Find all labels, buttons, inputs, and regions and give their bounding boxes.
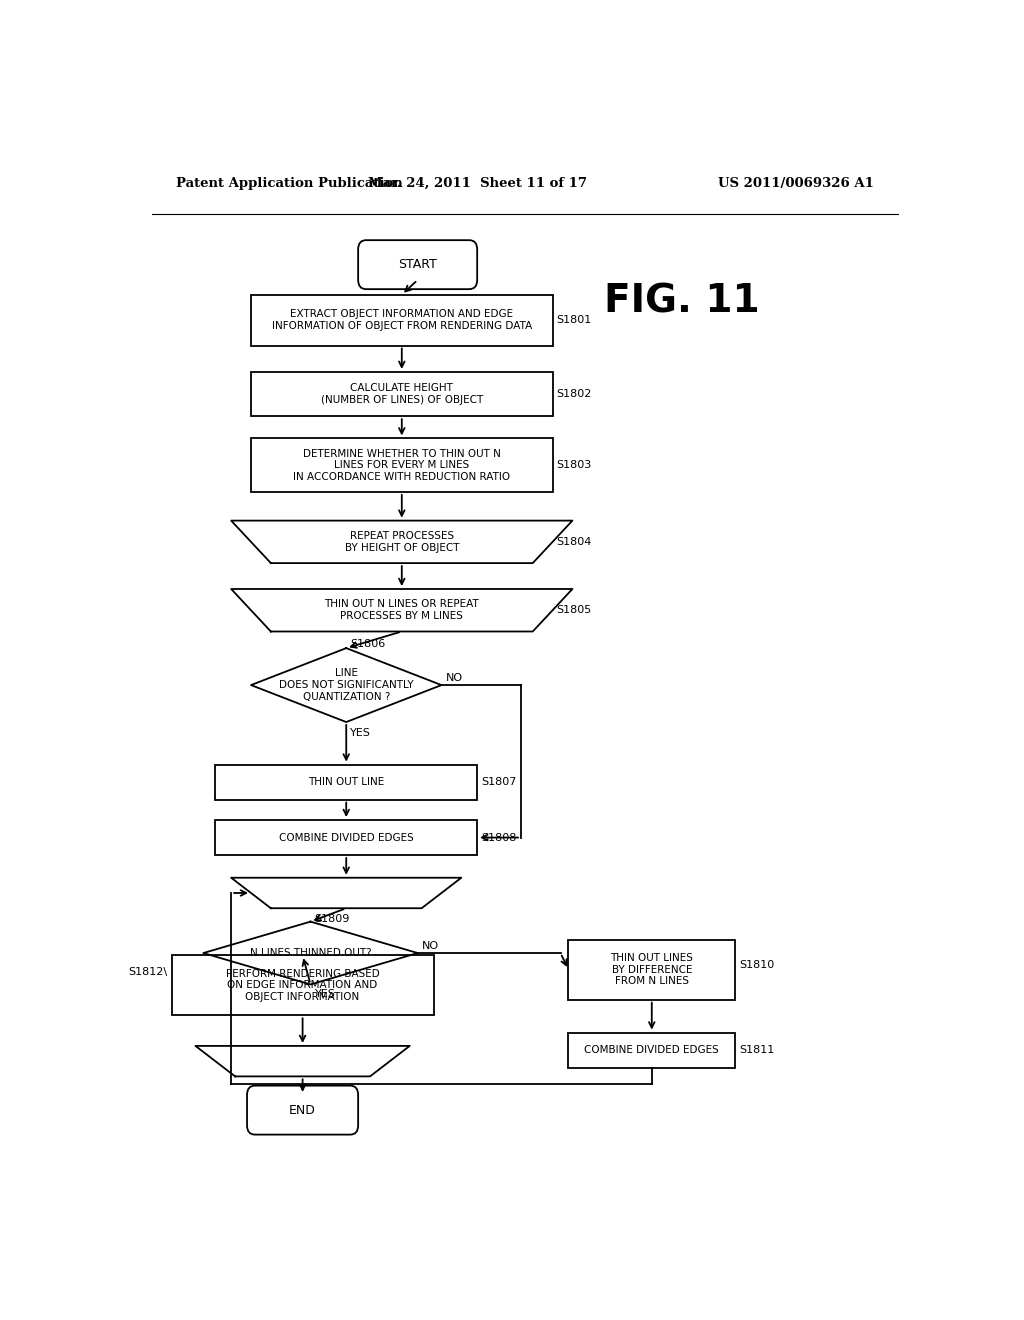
- Polygon shape: [196, 1045, 410, 1076]
- Bar: [251, 438, 553, 492]
- Text: S1808: S1808: [481, 833, 516, 842]
- Text: START: START: [398, 259, 437, 271]
- Text: THIN OUT LINE: THIN OUT LINE: [308, 777, 384, 787]
- Text: EXTRACT OBJECT INFORMATION AND EDGE
INFORMATION OF OBJECT FROM RENDERING DATA: EXTRACT OBJECT INFORMATION AND EDGE INFO…: [271, 309, 531, 331]
- Polygon shape: [231, 589, 572, 631]
- Text: LINE
DOES NOT SIGNIFICANTLY
QUANTIZATION ?: LINE DOES NOT SIGNIFICANTLY QUANTIZATION…: [279, 668, 414, 702]
- FancyBboxPatch shape: [358, 240, 477, 289]
- Text: PERFORM RENDERING BASED
ON EDGE INFORMATION AND
OBJECT INFORMATION: PERFORM RENDERING BASED ON EDGE INFORMAT…: [225, 969, 380, 1002]
- Text: S1804: S1804: [556, 537, 592, 546]
- Text: COMBINE DIVIDED EDGES: COMBINE DIVIDED EDGES: [279, 833, 414, 842]
- Text: S1801: S1801: [556, 315, 592, 325]
- Text: THIN OUT LINES
BY DIFFERENCE
FROM N LINES: THIN OUT LINES BY DIFFERENCE FROM N LINE…: [610, 953, 693, 986]
- Bar: [568, 1032, 735, 1068]
- Text: N LINES THINNED OUT?: N LINES THINNED OUT?: [250, 948, 372, 958]
- Polygon shape: [231, 878, 462, 908]
- Text: NO: NO: [445, 673, 463, 682]
- Text: S1806: S1806: [350, 639, 385, 649]
- Text: S1807: S1807: [481, 777, 516, 787]
- Bar: [172, 956, 433, 1015]
- Text: END: END: [289, 1104, 316, 1117]
- Text: REPEAT PROCESSES
BY HEIGHT OF OBJECT: REPEAT PROCESSES BY HEIGHT OF OBJECT: [344, 531, 459, 553]
- Text: FIG. 11: FIG. 11: [604, 282, 760, 321]
- Text: DETERMINE WHETHER TO THIN OUT N
LINES FOR EVERY M LINES
IN ACCORDANCE WITH REDUC: DETERMINE WHETHER TO THIN OUT N LINES FO…: [293, 449, 510, 482]
- Bar: [215, 764, 477, 800]
- Text: Patent Application Publication: Patent Application Publication: [176, 177, 402, 190]
- Text: S1812\: S1812\: [129, 966, 168, 977]
- Text: Mar. 24, 2011  Sheet 11 of 17: Mar. 24, 2011 Sheet 11 of 17: [368, 177, 587, 190]
- Text: THIN OUT N LINES OR REPEAT
PROCESSES BY M LINES: THIN OUT N LINES OR REPEAT PROCESSES BY …: [325, 599, 479, 620]
- Text: S1811: S1811: [739, 1045, 774, 1055]
- Text: YES: YES: [350, 729, 371, 738]
- Text: S1805: S1805: [556, 606, 592, 615]
- Bar: [251, 372, 553, 416]
- Bar: [215, 820, 477, 855]
- Text: S1810: S1810: [739, 961, 774, 970]
- Text: S1803: S1803: [556, 461, 592, 470]
- Text: S1802: S1802: [556, 389, 592, 399]
- Text: NO: NO: [422, 941, 438, 950]
- Polygon shape: [204, 921, 418, 985]
- Text: CALCULATE HEIGHT
(NUMBER OF LINES) OF OBJECT: CALCULATE HEIGHT (NUMBER OF LINES) OF OB…: [321, 383, 483, 405]
- Polygon shape: [231, 520, 572, 564]
- Text: YES: YES: [314, 989, 336, 999]
- Polygon shape: [251, 648, 441, 722]
- Bar: [251, 294, 553, 346]
- Text: S1809: S1809: [314, 915, 350, 924]
- FancyBboxPatch shape: [247, 1085, 358, 1135]
- Text: US 2011/0069326 A1: US 2011/0069326 A1: [718, 177, 873, 190]
- Text: COMBINE DIVIDED EDGES: COMBINE DIVIDED EDGES: [585, 1045, 719, 1055]
- Bar: [568, 940, 735, 999]
